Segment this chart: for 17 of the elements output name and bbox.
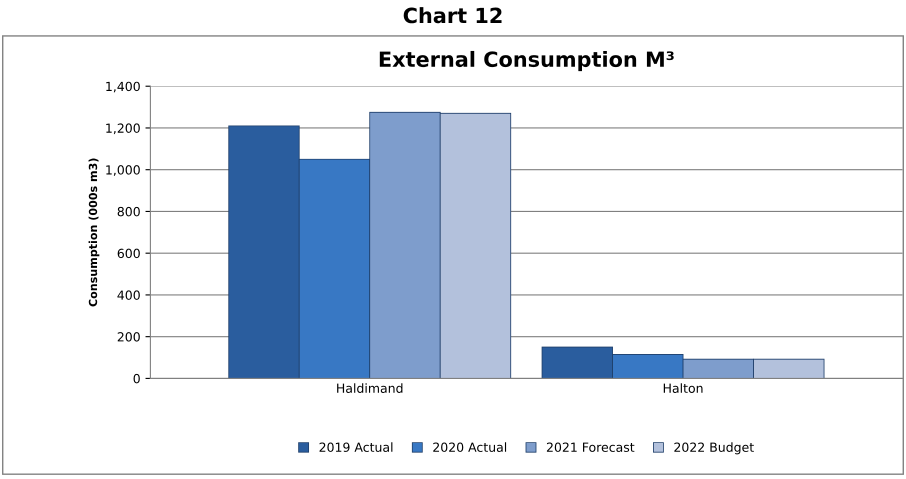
y-tick-label: 600 (118, 248, 140, 258)
legend-label: 2021 Forecast (546, 442, 634, 452)
y-tick-label: 0 (134, 374, 140, 384)
y-tick-label: 1,400 (106, 82, 140, 92)
legend-label: 2019 Actual (320, 442, 392, 452)
y-tick-label: 1,000 (106, 165, 140, 176)
chart-title: External Consumption M³ (380, 50, 674, 72)
y-tick-label: 200 (118, 332, 140, 342)
y-tick-label: 1,200 (106, 123, 140, 134)
legend-label: 2020 Actual (433, 442, 506, 452)
legend-label: 2022 Budget (674, 442, 754, 454)
x-tick-label: Haldimand (337, 383, 402, 393)
caption: Chart 12 (404, 7, 502, 24)
x-tick-label: Halton (664, 383, 702, 393)
y-axis-title: Consumption (000s m3) (88, 158, 100, 306)
y-tick-label: 400 (117, 290, 140, 300)
y-tick-label: 800 (118, 206, 140, 216)
